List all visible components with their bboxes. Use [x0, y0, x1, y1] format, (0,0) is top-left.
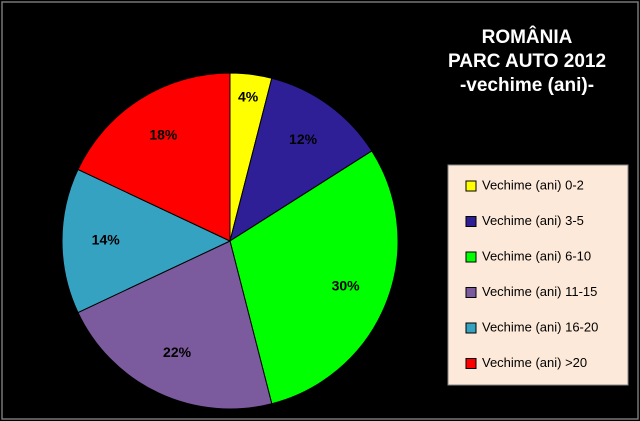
data-label: 14% [92, 232, 121, 248]
title-line: -vechime (ani)- [460, 75, 594, 96]
data-label: 18% [149, 127, 178, 143]
legend-swatch [465, 287, 477, 298]
legend-swatch [465, 358, 477, 369]
legend-label: Vechime (ani) 6-10 [482, 248, 591, 263]
legend-label: Vechime (ani) >20 [482, 355, 587, 370]
legend-label: Vechime (ani) 11-15 [482, 284, 597, 299]
legend-swatch [465, 180, 477, 192]
legend-label: Vechime (ani) 0-2 [482, 177, 584, 192]
legend-label: Vechime (ani) 3-5 [482, 213, 584, 228]
pie-slice [77, 72, 231, 242]
data-label: 4% [238, 88, 259, 104]
pie-slice [229, 77, 373, 243]
data-label: 22% [163, 344, 192, 360]
pie-slice [61, 168, 232, 314]
legend-box [447, 164, 629, 386]
legend-swatch [465, 322, 477, 334]
legend-label: Vechime (ani) 16-20 [482, 319, 598, 334]
legend-swatch [465, 251, 477, 263]
legend-swatch [465, 216, 477, 227]
chart-title: ROMÂNIA PARC AUTO 2012 -vechime (ani)- [448, 26, 606, 96]
data-label: 30% [332, 277, 361, 293]
pie-slice [77, 240, 273, 410]
data-label: 12% [289, 131, 318, 147]
pie-slice [229, 150, 399, 405]
title-line: ROMÂNIA [482, 26, 573, 48]
title-line: PARC AUTO 2012 [448, 51, 606, 72]
